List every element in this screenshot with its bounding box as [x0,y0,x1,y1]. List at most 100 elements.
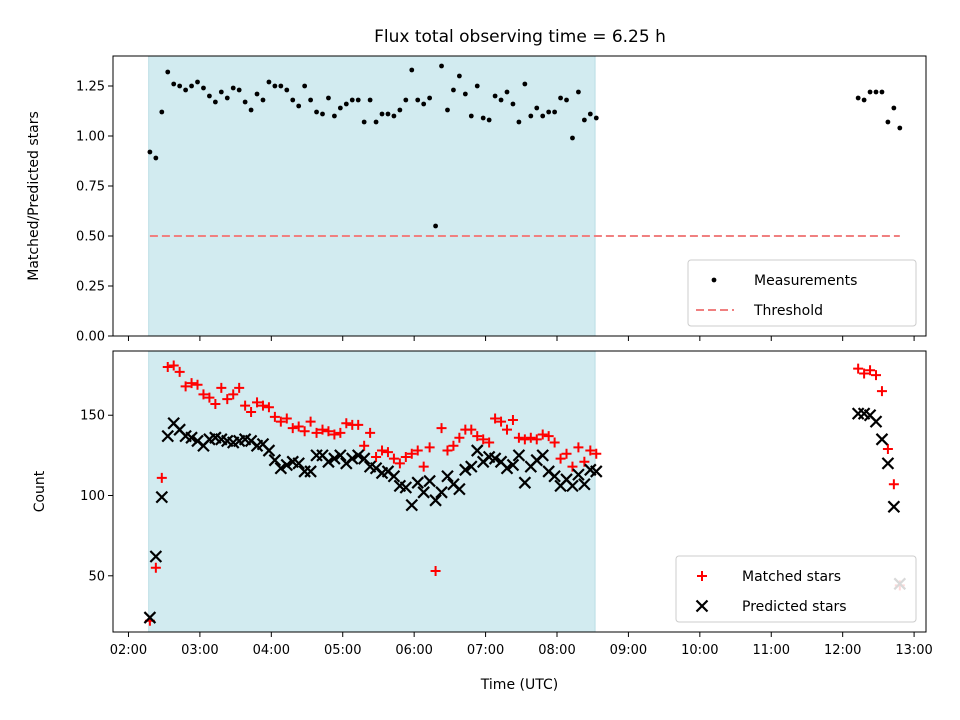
measurement-point [207,93,212,99]
predicted-star-point [548,469,561,483]
matched-star-point [252,397,263,408]
predicted-star-point [881,457,895,470]
measurement-point [159,109,165,115]
predicted-star-point [536,449,549,462]
matched-star-point [531,434,542,445]
measurement-point [337,105,343,111]
measurement-point [326,95,331,101]
measurement-point [873,89,879,95]
measurement-point [302,83,308,89]
matched-star-point [263,402,274,413]
matched-star-point [400,451,411,462]
series-measurements [147,63,903,229]
predicted-star-point [417,486,430,499]
measurement-point [540,113,546,119]
matched-star-point [561,448,572,459]
measurement-point [177,83,183,89]
matched-star-point [204,392,215,403]
predicted-star-point [423,474,436,488]
matched-star-point [353,419,364,430]
predicted-star-point [453,482,466,496]
measurement-point [183,87,189,93]
top-legend-box [687,259,917,327]
measurement-point [397,107,403,113]
measurement-point [367,97,373,103]
matched-star-point [418,461,429,472]
matched-star-point [174,366,185,377]
measurement-point [379,111,385,117]
measurement-point [558,95,563,101]
measurement-point [456,73,462,79]
measurement-point [546,109,552,115]
measurement-point [308,97,313,103]
matched-star-point [377,445,388,456]
matched-star-point [168,360,179,371]
matched-star-point [454,432,465,443]
matched-star-point [359,440,370,451]
measurement-point [189,83,194,89]
predicted-star-point [155,490,169,504]
matched-star-point [287,423,298,434]
measurement-point [147,149,153,155]
measurement-point [266,79,272,85]
matched-star-point [240,400,251,411]
predicted-star-point [322,455,335,469]
matched-star-point [222,394,233,405]
top-observing-interval-shade [148,55,596,337]
chart-title: Flux total observing time = 6.25 h [374,27,666,47]
measurement-point [564,97,569,103]
matched-star-point [216,382,227,393]
predicted-star-point [161,429,175,443]
measurement-point [570,135,575,141]
measurement-point [451,87,456,93]
matched-star-point [865,365,876,376]
series-predicted-stars [143,407,907,624]
bottom-legend: Matched stars Predicted stars [675,555,917,623]
xtick-label: 02:00 [110,643,147,658]
predicted-star-point [869,415,883,428]
measurement-point [403,97,409,103]
matched-star-point [329,429,340,440]
predicted-star-point [578,477,591,491]
predicted-star-point [268,453,282,467]
matched-star-point [246,407,257,418]
predicted-star-point [441,469,454,483]
bottom-ytick-label: 100 [80,489,105,504]
predicted-star-point [262,444,276,457]
top-ytick-label: 0.25 [76,280,105,295]
matched-star-point [442,445,453,456]
matched-star-point [186,378,197,389]
matched-star-point [198,389,209,400]
measurement-point [361,119,367,125]
bottom-ylabel: Count [32,470,48,512]
bottom-axes-frame [112,350,927,633]
matched-star-point [150,562,161,573]
matched-star-point [371,451,382,462]
top-legend: Measurements Threshold [687,259,917,327]
legend-label: Threshold [753,303,823,319]
matched-star-point [406,448,417,459]
matched-star-point [341,418,352,429]
top-panel-ratio: 0.00 0.25 0.50 0.75 1.00 1.25 Matched/Predicte… [26,55,927,345]
predicted-star-point [143,611,157,624]
measurement-point [492,93,498,99]
matched-star-point [162,362,173,373]
predicted-star-point [280,458,294,472]
matched-star-point [507,415,518,426]
measurement-point [480,115,486,121]
predicted-star-point [488,452,502,465]
xtick-label: 10:00 [681,643,718,658]
legend-label: Matched stars [742,569,841,585]
measurement-point [320,111,325,117]
top-ytick-label: 0.50 [76,230,105,245]
measurement-point [171,81,177,87]
matched-star-point [228,389,239,400]
predicted-star-point [304,465,317,478]
predicted-star-point [334,449,347,462]
xtick-label: 03:00 [181,643,218,658]
measurement-point [153,155,159,161]
measurement-point [885,119,891,125]
series-matched-stars [144,360,905,626]
matched-star-point [281,413,292,424]
predicted-star-point [512,449,526,462]
